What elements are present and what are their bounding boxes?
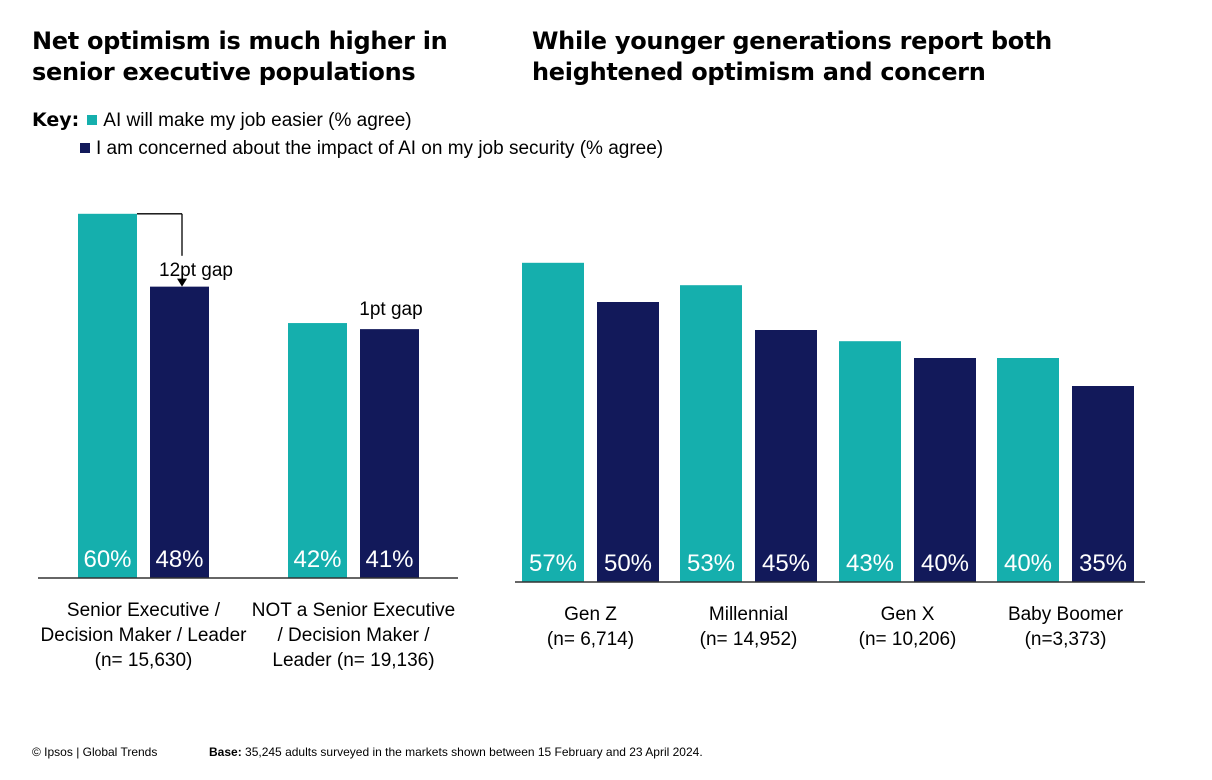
category-label-chart2-4-line1: Baby Boomer	[1008, 604, 1124, 625]
category-label-chart1-1-line2: Decision Maker / Leader	[41, 625, 248, 646]
category-label-chart2-1-line1: Gen Z	[564, 604, 617, 625]
legend-key-label: Key:	[32, 109, 80, 131]
category-label-chart2-2-line2: (n= 14,952)	[700, 629, 798, 650]
data-label-chart1-s2-1: 48%	[155, 546, 203, 573]
legend-item-optimism: AI will make my job easier (% agree)	[103, 110, 412, 131]
bar-chart1-s1-2	[288, 323, 347, 578]
footer-base-note: Base: 35,245 adults surveyed in the mark…	[209, 744, 703, 760]
bar-chart2-s2-1	[597, 302, 659, 582]
category-label-chart2-3-line1: Gen X	[881, 604, 935, 625]
category-label-chart1-1-line1: Senior Executive /	[67, 600, 221, 621]
legend-swatch-teal	[87, 115, 98, 125]
data-label-chart2-s2-3: 40%	[921, 550, 969, 577]
category-label-chart2-3-line2: (n= 10,206)	[859, 629, 957, 650]
legend-row-optimism: Key: AI will make my job easier (% agree)	[32, 108, 412, 133]
bar-chart1-s1-1	[78, 213, 137, 579]
bar-chart2-s2-2	[755, 330, 817, 582]
bar-chart2-s2-3	[914, 358, 976, 582]
bar-chart1-s2-2	[360, 329, 419, 578]
data-label-chart2-s2-2: 45%	[762, 550, 810, 577]
legend-item-concern: I am concerned about the impact of AI on…	[96, 138, 664, 159]
bar-chart1-s2-1	[150, 286, 209, 578]
category-label-chart1-2-line2: / Decision Maker /	[277, 625, 430, 646]
category-label-chart1-2-line1: NOT a Senior Executive	[252, 600, 455, 621]
data-label-chart2-s1-4: 40%	[1004, 550, 1052, 577]
data-label-chart1-s2-2: 41%	[365, 546, 413, 573]
gap-arrowhead	[177, 278, 187, 287]
category-label-chart2-4-line2: (n=3,373)	[1025, 629, 1107, 650]
gap-annotation-12pt: 12pt gap	[159, 260, 233, 281]
bar-chart2-s1-4	[997, 358, 1059, 582]
data-label-chart2-s1-1: 57%	[529, 550, 577, 577]
category-label-chart2-2-line1: Millennial	[709, 604, 788, 625]
right-chart-title: While younger generations report both he…	[532, 27, 1052, 86]
footer-copyright: © Ipsos | Global Trends	[32, 745, 158, 759]
bar-chart2-s1-2	[680, 285, 742, 582]
gap-annotation-1pt: 1pt gap	[359, 299, 422, 320]
legend-row-concern: I am concerned about the impact of AI on…	[80, 137, 663, 161]
data-label-chart2-s2-1: 50%	[604, 550, 652, 577]
category-label-chart2-1-line2: (n= 6,714)	[547, 629, 634, 650]
data-label-chart1-s1-1: 60%	[83, 546, 131, 573]
bar-chart2-s1-3	[839, 341, 901, 582]
category-label-chart1-2-line3: Leader (n= 19,136)	[272, 650, 434, 671]
category-label-chart1-1-line3: (n= 15,630)	[95, 650, 193, 671]
data-label-chart1-s1-2: 42%	[293, 546, 341, 573]
bar-chart2-s2-4	[1072, 386, 1134, 582]
base-text: 35,245 adults surveyed in the markets sh…	[245, 745, 703, 759]
base-label: Base:	[209, 745, 242, 759]
data-label-chart2-s1-2: 53%	[687, 550, 735, 577]
legend-swatch-navy	[80, 143, 90, 153]
left-chart-title: Net optimism is much higher in senior ex…	[32, 27, 448, 86]
data-label-chart2-s2-4: 35%	[1079, 550, 1127, 577]
bar-chart2-s1-1	[522, 262, 584, 582]
data-label-chart2-s1-3: 43%	[846, 550, 894, 577]
